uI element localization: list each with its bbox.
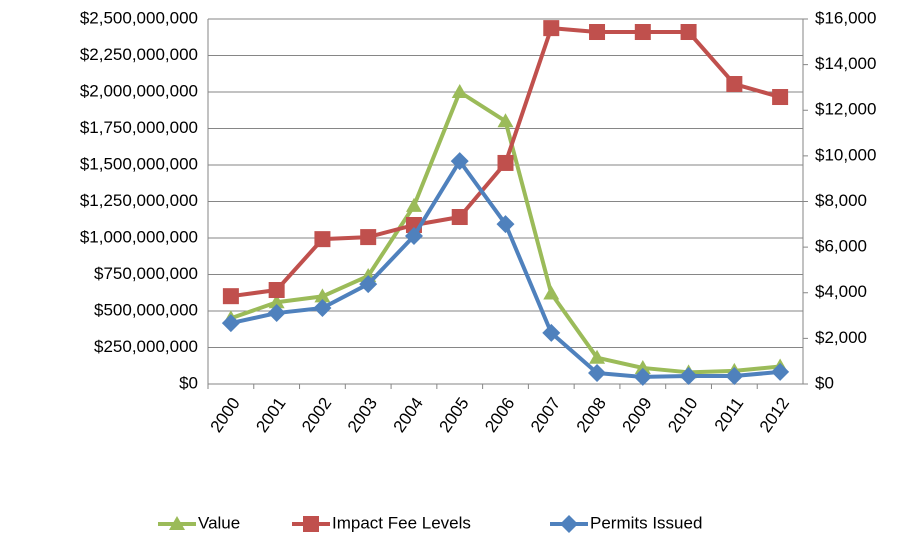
y-tick-label: $0 [179, 373, 198, 392]
x-tick-label: 2004 [390, 394, 427, 436]
y2-tick-label: $14,000 [815, 54, 876, 73]
y2-tick-label: $8,000 [815, 191, 867, 210]
legend-marker [303, 516, 319, 532]
series-marker [680, 24, 697, 41]
y2-tick-label: $16,000 [815, 8, 876, 27]
series-marker [772, 89, 789, 106]
series-marker [771, 362, 790, 381]
series-marker [405, 197, 422, 212]
series-marker [451, 209, 468, 226]
series-marker [633, 367, 652, 386]
series-marker [497, 113, 514, 128]
y2-tick-label: $10,000 [815, 145, 876, 164]
x-tick-label: 2010 [664, 394, 701, 436]
y-tick-label: $2,000,000,000 [80, 81, 198, 100]
series-marker [589, 24, 606, 41]
series-marker [222, 288, 239, 305]
x-tick-label: 2002 [298, 394, 335, 436]
series-marker [314, 288, 331, 303]
y2-tick-label: $4,000 [815, 282, 867, 301]
series-marker [404, 226, 423, 245]
series-marker [588, 364, 607, 383]
y-tick-label: $2,250,000,000 [80, 45, 198, 64]
y-tick-label: $1,750,000,000 [80, 118, 198, 137]
series-marker [221, 314, 240, 333]
series-marker [589, 349, 606, 364]
series-marker [725, 367, 744, 386]
x-tick-label: 2005 [435, 394, 472, 436]
legend-label: Permits Issued [590, 513, 702, 532]
series-marker [543, 285, 560, 300]
series-marker [679, 367, 698, 386]
legend-label: Impact Fee Levels [332, 513, 471, 532]
series-marker [726, 76, 743, 93]
x-tick-label: 2007 [527, 394, 564, 436]
x-tick-label: 2008 [573, 394, 610, 436]
series-marker [359, 275, 378, 294]
x-tick-label: 2003 [344, 394, 381, 436]
series-line [230, 159, 781, 379]
x-tick-label: 2001 [252, 394, 289, 436]
series-marker [496, 215, 515, 234]
x-tick-label: 2006 [481, 394, 518, 436]
x-tick-label: 2012 [756, 394, 793, 436]
series-marker [634, 24, 651, 41]
legend-label: Value [198, 513, 240, 532]
y-tick-label: $1,500,000,000 [80, 154, 198, 173]
series-marker [497, 154, 514, 171]
y2-tick-label: $0 [815, 373, 834, 392]
y-tick-label: $500,000,000 [94, 300, 198, 319]
y-tick-label: $250,000,000 [94, 337, 198, 356]
y2-tick-label: $2,000 [815, 328, 867, 347]
y2-tick-label: $12,000 [815, 100, 876, 119]
legend-marker [560, 515, 578, 533]
series-marker [268, 282, 285, 299]
x-tick-label: 2000 [207, 394, 244, 436]
y2-tick-label: $6,000 [815, 237, 867, 256]
y-tick-label: $750,000,000 [94, 264, 198, 283]
x-tick-label: 2011 [711, 394, 748, 435]
series-marker [314, 231, 331, 248]
series-marker [542, 323, 561, 342]
legend-marker [169, 516, 185, 530]
series-marker [451, 84, 468, 98]
y-tick-label: $1,000,000,000 [80, 227, 198, 246]
series-marker [634, 359, 651, 374]
series-marker [268, 294, 285, 309]
x-tick-label: 2009 [618, 394, 655, 436]
series-marker [313, 299, 332, 318]
series-marker [360, 229, 377, 246]
series-marker [543, 20, 560, 37]
series-marker [450, 152, 469, 171]
y-tick-label: $1,250,000,000 [80, 191, 198, 210]
y-tick-label: $2,500,000,000 [80, 8, 198, 27]
series-marker [267, 304, 286, 323]
